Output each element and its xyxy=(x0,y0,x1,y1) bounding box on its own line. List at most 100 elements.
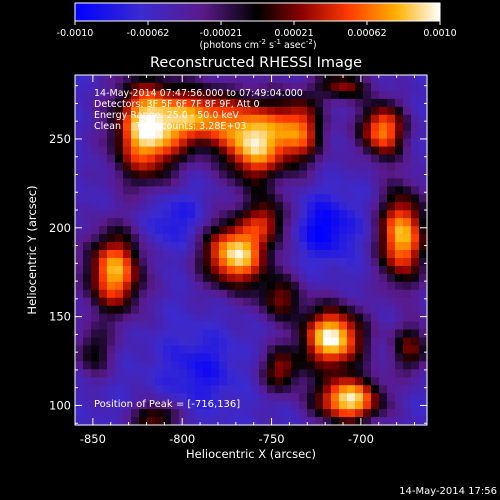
heatmap-cell xyxy=(379,305,388,315)
heatmap-cell xyxy=(355,401,364,410)
heatmap-cell xyxy=(219,82,228,92)
heatmap-cell xyxy=(83,146,92,156)
heatmap-cell xyxy=(131,409,140,418)
heatmap-cell xyxy=(155,138,164,148)
heatmap-cell xyxy=(339,210,348,219)
heatmap-cell xyxy=(355,409,364,418)
heatmap-cell xyxy=(203,162,212,172)
heatmap-cell xyxy=(179,265,188,275)
heatmap-cell xyxy=(123,369,132,378)
heatmap-cell xyxy=(315,234,324,243)
heatmap-cell xyxy=(131,226,140,235)
heatmap-cell xyxy=(163,98,172,108)
heatmap-cell xyxy=(187,281,196,291)
heatmap-cell xyxy=(123,337,132,347)
heatmap-cell xyxy=(139,273,148,283)
heatmap-cell xyxy=(395,98,404,108)
heatmap-cell xyxy=(91,265,100,275)
heatmap-cell xyxy=(355,82,364,92)
heatmap-cell xyxy=(179,329,188,339)
heatmap-cell xyxy=(179,122,188,132)
heatmap-cell xyxy=(363,417,372,426)
heatmap-cell xyxy=(171,170,180,179)
heatmap-cell xyxy=(387,313,396,323)
heatmap-cell xyxy=(379,393,388,402)
heatmap-cell xyxy=(355,226,364,235)
heatmap-cell xyxy=(219,353,228,362)
heatmap-cell xyxy=(195,289,204,299)
heatmap-cell xyxy=(363,313,372,323)
heatmap-cell xyxy=(243,186,252,195)
heatmap-cell xyxy=(347,186,356,195)
heatmap-cell xyxy=(315,377,324,386)
heatmap-cell xyxy=(387,409,396,418)
heatmap-cell xyxy=(419,345,428,354)
heatmap-cell xyxy=(195,210,204,219)
heatmap-cell xyxy=(315,226,324,235)
heatmap-cell xyxy=(99,146,108,156)
heatmap-cell xyxy=(195,297,204,307)
heatmap-cell xyxy=(211,146,220,156)
heatmap-cell xyxy=(387,202,396,211)
heatmap-cell xyxy=(363,210,372,219)
heatmap-cell xyxy=(403,234,412,243)
heatmap-cell xyxy=(379,122,388,132)
y-tick-label: 200 xyxy=(49,221,71,235)
heatmap-cell xyxy=(179,82,188,92)
heatmap-cell xyxy=(371,122,380,132)
heatmap-cell xyxy=(363,242,372,251)
heatmap-cell xyxy=(99,90,108,100)
heatmap-cell xyxy=(395,369,404,378)
heatmap-cell xyxy=(251,98,260,108)
heatmap-cell xyxy=(195,369,204,378)
heatmap-cell xyxy=(259,337,268,347)
heatmap-cell xyxy=(83,353,92,362)
heatmap-cell xyxy=(363,281,372,291)
heatmap-cell xyxy=(131,257,140,267)
heatmap-cell xyxy=(107,329,116,339)
heatmap-cell xyxy=(371,281,380,291)
heatmap-cell xyxy=(179,130,188,140)
heatmap-cell xyxy=(259,75,268,84)
heatmap-cell xyxy=(123,265,132,275)
heatmap-cell xyxy=(355,218,364,227)
heatmap-cell xyxy=(203,218,212,227)
heatmap-cell xyxy=(395,385,404,394)
heatmap-cell xyxy=(347,393,356,402)
heatmap-cell xyxy=(379,337,388,347)
heatmap-cell xyxy=(291,265,300,275)
heatmap-cell xyxy=(339,337,348,347)
colorbar-ticks: -0.0010 -0.00062 -0.00021 0.00021 0.00062 0.0… xyxy=(57,21,457,39)
heatmap-cell xyxy=(227,297,236,307)
heatmap-cell xyxy=(235,162,244,172)
heatmap-cell xyxy=(115,210,124,219)
heatmap-cell xyxy=(339,170,348,179)
heatmap-cell xyxy=(219,305,228,315)
heatmap-cell xyxy=(363,321,372,331)
heatmap-cell xyxy=(379,273,388,283)
heatmap-cell xyxy=(251,170,260,179)
heatmap-cell xyxy=(275,75,284,84)
heatmap-cell xyxy=(259,122,268,132)
heatmap-cell xyxy=(219,186,228,195)
heatmap-cell xyxy=(363,90,372,100)
heatmap-cell xyxy=(243,242,252,251)
heatmap-cell xyxy=(187,130,196,140)
heatmap-cell xyxy=(339,250,348,259)
heatmap-cell xyxy=(411,273,420,283)
heatmap-cell xyxy=(267,393,276,402)
heatmap-cell xyxy=(419,313,428,323)
heatmap-cell xyxy=(131,377,140,386)
heatmap-cell xyxy=(243,202,252,211)
heatmap-cell xyxy=(155,202,164,211)
heatmap-cell xyxy=(411,130,420,140)
heatmap-cell xyxy=(139,106,148,116)
heatmap-cell xyxy=(99,154,108,164)
heatmap-cell xyxy=(419,218,428,227)
heatmap-cell xyxy=(347,170,356,179)
heatmap-cell xyxy=(275,417,284,426)
heatmap-cell xyxy=(107,178,116,187)
heatmap-cell xyxy=(299,409,308,418)
heatmap-cell xyxy=(243,353,252,362)
heatmap-cell xyxy=(315,369,324,378)
